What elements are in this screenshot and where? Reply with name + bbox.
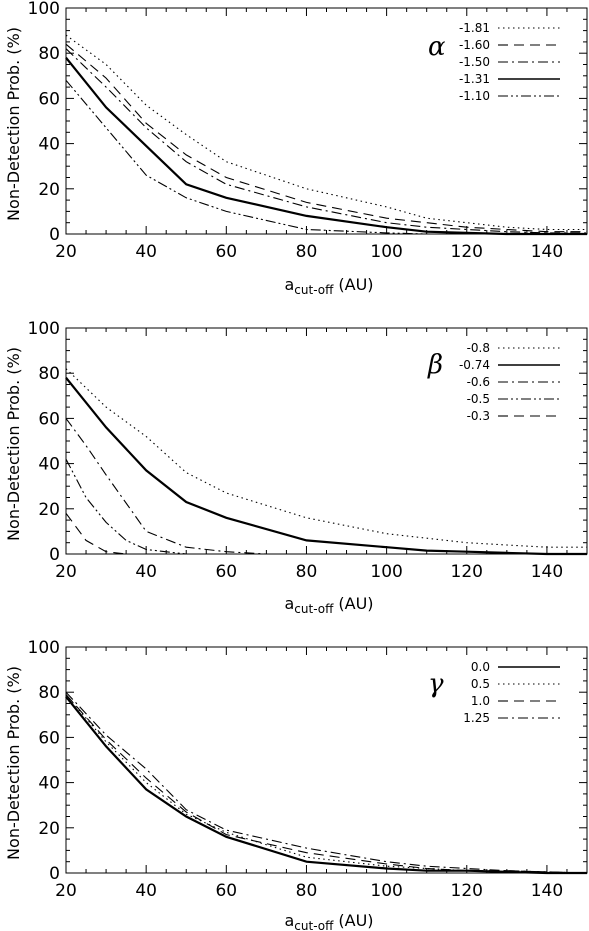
- y-tick-label: 80: [38, 364, 60, 384]
- plot-frame: [65, 327, 588, 555]
- y-tick-label: 20: [38, 500, 60, 520]
- x-tick-label: 80: [296, 562, 318, 582]
- series-line: [65, 458, 587, 555]
- series-line: [65, 694, 587, 874]
- x-axis-label: acut-off (AU): [284, 911, 373, 931]
- legend: -1.81 -1.60 -1.50 -1.31 -1.10: [459, 21, 560, 103]
- series-line: [65, 43, 587, 233]
- y-tick-label: 60: [38, 409, 60, 429]
- series-line: [65, 512, 587, 555]
- x-tick-label: 60: [215, 881, 237, 901]
- legend-label: 0.0: [471, 660, 490, 674]
- legend-label: -0.5: [467, 392, 490, 406]
- axis-ticks: [65, 646, 588, 874]
- x-tick-label: 120: [451, 562, 483, 582]
- legend-label: -1.60: [459, 38, 490, 52]
- y-tick-label: 0: [49, 864, 60, 884]
- y-tick-label: 100: [28, 638, 60, 658]
- x-tick-label: 80: [296, 242, 318, 262]
- legend-label: 1.25: [463, 711, 490, 725]
- legend-label: -0.3: [467, 409, 490, 423]
- x-axis-label: acut-off (AU): [284, 594, 373, 616]
- plot-frame: [65, 646, 588, 874]
- y-tick-label: 100: [28, 319, 60, 339]
- legend-label: -0.6: [467, 375, 490, 389]
- series-line: [65, 377, 587, 556]
- x-tick-label: 140: [531, 242, 563, 262]
- series-line: [65, 418, 587, 555]
- axis-ticks: [65, 327, 588, 555]
- y-tick-label: 100: [28, 0, 60, 19]
- x-tick-label: 40: [135, 242, 157, 262]
- x-tick-label: 40: [135, 562, 157, 582]
- series-line: [65, 696, 587, 875]
- legend: -0.8 -0.74 -0.6 -0.5 -0.3: [459, 341, 560, 423]
- legend-label: -1.50: [459, 55, 490, 69]
- series-lines: [65, 691, 588, 875]
- series-lines: [65, 368, 587, 556]
- x-tick-label: 140: [531, 562, 563, 582]
- y-axis-label: Non-Detection Prob. (%): [4, 27, 23, 221]
- legend-label: -0.74: [459, 358, 490, 372]
- series-line: [65, 34, 587, 231]
- x-tick-label: 40: [135, 881, 157, 901]
- legend: 0.0 0.5 1.0 1.25: [463, 660, 560, 725]
- y-tick-label: 0: [49, 225, 60, 245]
- legend-label: 1.0: [471, 694, 490, 708]
- legend-label: -1.31: [459, 72, 490, 86]
- plot-frame: [65, 7, 588, 235]
- legend-label: -1.81: [459, 21, 490, 35]
- series-line: [65, 48, 587, 234]
- series-line: [65, 694, 588, 874]
- y-tick-label: 20: [38, 180, 60, 200]
- x-tick-label: 100: [370, 881, 402, 901]
- x-tick-label: 100: [370, 242, 402, 262]
- y-axis-label: Non-Detection Prob. (%): [4, 347, 23, 541]
- legend-label: -0.8: [467, 341, 490, 355]
- y-tick-label: 40: [38, 455, 60, 475]
- x-tick-label: 60: [215, 242, 237, 262]
- series-line: [65, 79, 587, 235]
- series-line: [65, 691, 588, 874]
- x-tick-label: 80: [296, 881, 318, 901]
- x-tick-label: 20: [55, 242, 77, 262]
- y-tick-label: 20: [38, 819, 60, 839]
- x-tick-label: 140: [531, 881, 563, 901]
- x-tick-label: 20: [55, 881, 77, 901]
- x-tick-label: 120: [451, 881, 483, 901]
- y-tick-label: 40: [38, 774, 60, 794]
- x-tick-label: 100: [370, 562, 402, 582]
- axis-ticks: [65, 7, 588, 235]
- y-tick-label: 60: [38, 89, 60, 109]
- y-tick-label: 60: [38, 728, 60, 748]
- y-tick-label: 0: [49, 545, 60, 565]
- y-axis-label: Non-Detection Prob. (%): [4, 666, 23, 860]
- x-tick-label: 60: [215, 562, 237, 582]
- y-tick-label: 40: [38, 135, 60, 155]
- x-axis-label: acut-off (AU): [284, 275, 373, 297]
- series-lines: [65, 34, 587, 236]
- x-tick-label: 120: [451, 242, 483, 262]
- panel-symbol: α: [428, 32, 446, 62]
- panel-symbol: γ: [428, 669, 444, 699]
- series-line: [65, 368, 587, 548]
- legend-label: 0.5: [471, 677, 490, 691]
- legend-label: -1.10: [459, 89, 490, 103]
- y-tick-label: 80: [38, 683, 60, 703]
- y-tick-label: 80: [38, 44, 60, 64]
- x-tick-label: 20: [55, 562, 77, 582]
- series-line: [65, 57, 587, 236]
- panel-symbol: β: [427, 350, 443, 380]
